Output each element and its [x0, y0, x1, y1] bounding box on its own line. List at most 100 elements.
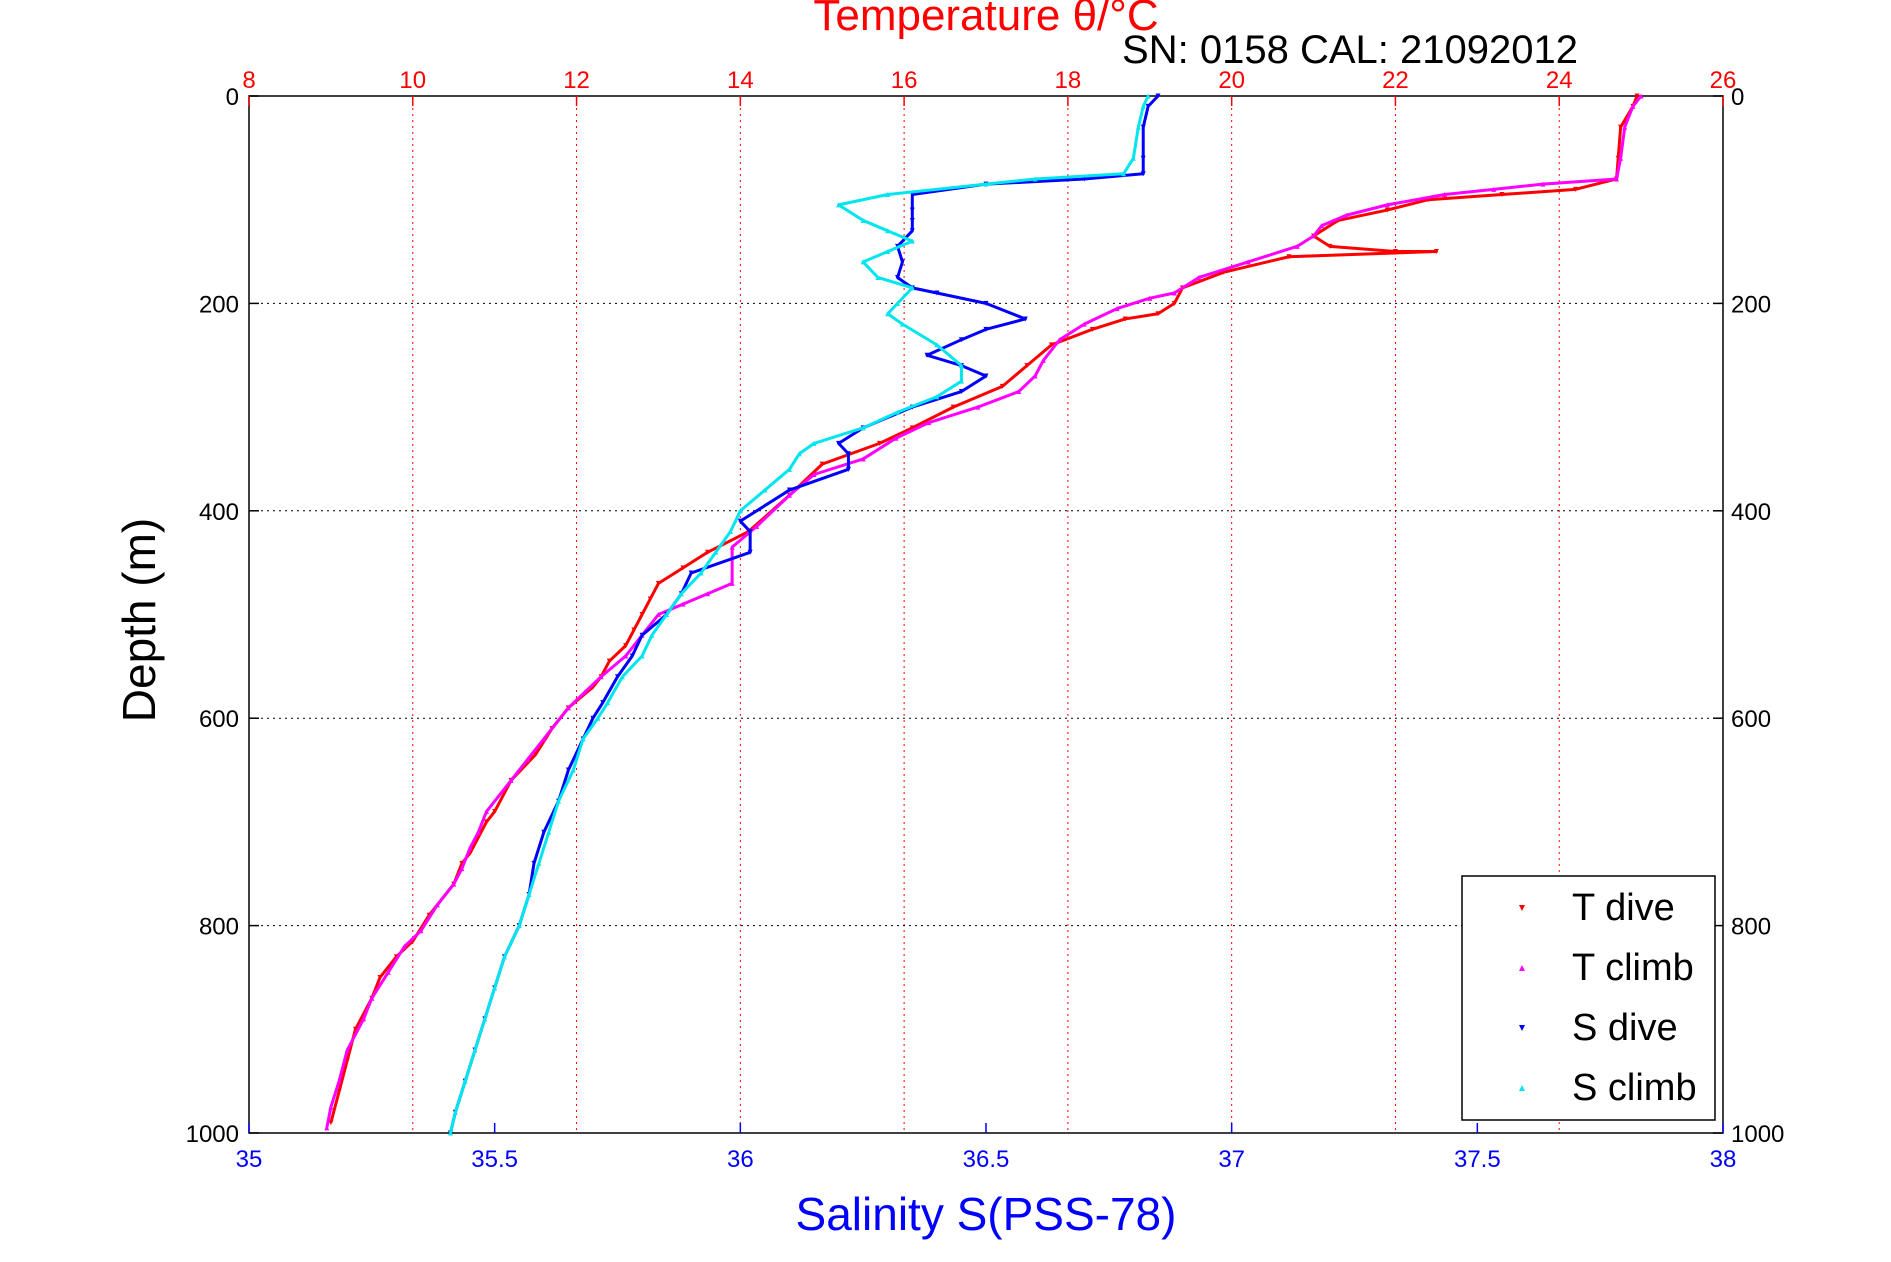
data-point: [1638, 93, 1644, 99]
data-point: [680, 565, 686, 571]
data-point: [819, 461, 825, 467]
data-point: [924, 352, 930, 358]
data-point: [934, 394, 940, 400]
data-point: [1049, 342, 1055, 348]
data-point: [1286, 254, 1292, 260]
data-point: [885, 192, 891, 198]
legend-marker: [1519, 1085, 1525, 1091]
data-point: [402, 943, 408, 949]
data-point: [1573, 186, 1579, 192]
data-point: [655, 580, 661, 586]
temperature-tick-label: 22: [1382, 67, 1409, 94]
data-point: [483, 819, 489, 825]
data-point: [1121, 171, 1127, 177]
data-point: [451, 881, 457, 887]
data-point: [1634, 93, 1640, 99]
data-point: [926, 420, 932, 426]
data-point: [1155, 311, 1161, 317]
data-point: [975, 404, 981, 410]
data-point: [909, 285, 915, 291]
data-series-layer: [324, 93, 1644, 1136]
temperature-tick-label: 10: [399, 67, 426, 94]
depth-tick-label-right: 400: [1731, 499, 1771, 526]
depth-axis-title: Depth (m): [113, 518, 165, 722]
temperature-tick-label: 8: [242, 67, 255, 94]
data-point: [1147, 295, 1153, 301]
temperature-tick-label: 16: [891, 67, 918, 94]
depth-tick-label-right: 1000: [1731, 1121, 1784, 1148]
data-point: [492, 809, 498, 815]
data-point: [595, 715, 601, 721]
data-point: [860, 259, 866, 265]
depth-tick-label-right: 200: [1731, 291, 1771, 318]
data-point: [639, 632, 645, 638]
data-point: [958, 363, 964, 369]
data-point: [1327, 243, 1333, 249]
data-point: [860, 456, 866, 462]
data-point: [1145, 93, 1151, 99]
data-point: [1032, 373, 1038, 379]
data-point: [600, 700, 606, 706]
data-point: [845, 466, 851, 472]
temperature-tick-label: 18: [1055, 67, 1082, 94]
data-point: [1140, 171, 1146, 177]
data-point: [647, 596, 653, 602]
data-point: [526, 891, 532, 897]
salinity-tick-label: 36.5: [963, 1146, 1010, 1173]
data-point: [1499, 192, 1505, 198]
data-point: [1022, 316, 1028, 322]
data-point: [615, 674, 620, 680]
series-s-climb: [447, 93, 1151, 1136]
data-point: [1130, 155, 1136, 161]
depth-tick-label-left: 400: [199, 499, 239, 526]
temperature-tick-label: 24: [1546, 67, 1573, 94]
data-point: [836, 440, 842, 446]
data-point: [737, 508, 743, 514]
data-point: [1614, 176, 1620, 182]
data-point: [747, 549, 753, 555]
data-point: [934, 290, 940, 296]
data-point: [893, 435, 899, 441]
data-point: [860, 217, 866, 223]
data-point: [875, 274, 881, 280]
data-point: [1089, 326, 1095, 332]
salinity-axis-ticks: 35 35.5 36 36.5 37 37.5 38: [236, 1123, 1737, 1173]
data-point: [1622, 124, 1628, 130]
data-point: [909, 207, 915, 213]
data-point: [958, 378, 964, 384]
data-point: [1081, 176, 1087, 182]
data-point: [1140, 103, 1146, 109]
depth-axis-ticks-left: 0 200 400 600 800 1000: [186, 84, 259, 1148]
data-point: [1032, 176, 1038, 182]
data-point: [434, 902, 440, 908]
data-point: [385, 969, 391, 975]
data-point: [1442, 192, 1448, 198]
data-point: [909, 228, 915, 234]
data-point: [934, 342, 940, 348]
depth-tick-label-left: 200: [199, 291, 239, 318]
data-point: [1245, 259, 1251, 265]
data-point: [1540, 181, 1546, 187]
data-point: [1145, 103, 1151, 109]
temperature-tick-label: 12: [563, 67, 590, 94]
data-point: [754, 523, 760, 529]
data-point: [983, 181, 989, 187]
calibration-subtitle: SN: 0158 CAL: 21092012: [1122, 28, 1578, 72]
legend: T dive T climb S dive S climb: [1461, 875, 1716, 1121]
data-point: [1140, 155, 1146, 161]
data-point: [623, 653, 629, 659]
data-point: [352, 1026, 358, 1032]
data-point: [1433, 249, 1439, 255]
data-point: [895, 300, 901, 306]
data-point: [1171, 300, 1177, 306]
data-point: [747, 529, 753, 535]
data-point: [475, 829, 481, 835]
salinity-tick-label: 38: [1710, 1146, 1737, 1173]
series-trace: [325, 95, 1643, 1129]
salinity-tick-label: 37.5: [1454, 1146, 1501, 1173]
data-point: [492, 985, 498, 991]
data-point: [909, 217, 915, 223]
data-point: [1618, 124, 1624, 130]
data-point: [619, 674, 625, 680]
